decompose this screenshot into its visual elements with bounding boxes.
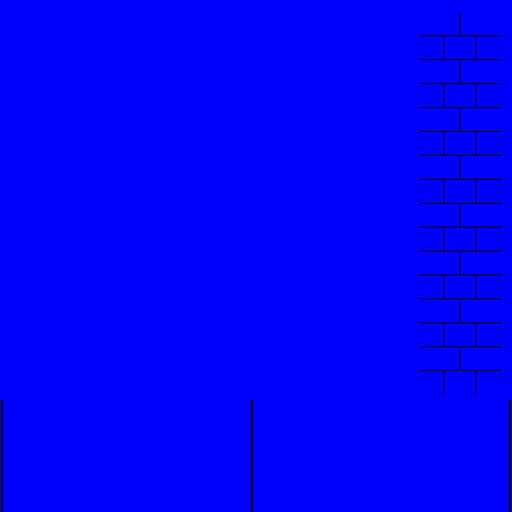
- brick-wall: [420, 12, 503, 395]
- floor-dividers: [1, 400, 511, 512]
